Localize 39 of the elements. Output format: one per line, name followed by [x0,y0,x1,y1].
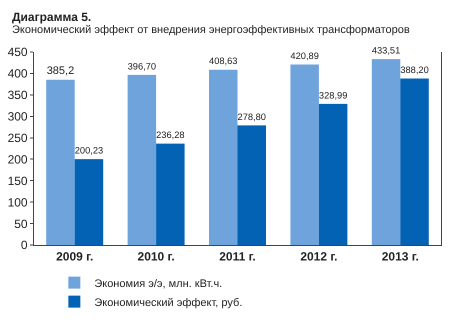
bar [74,159,104,245]
data-label: 236,28 [156,130,185,140]
y-tick-label: 150 [8,174,28,188]
data-label: 408,63 [209,56,238,66]
bar [209,70,238,245]
y-tick-label: 200 [8,152,28,166]
x-tick-label: 2011 г. [219,249,256,264]
legend-label: Экономия э/э, млн. кВт.ч. [94,278,222,290]
data-label: 388,20 [400,64,429,75]
data-label: 328,99 [318,90,348,100]
x-tick-label: 2012 г. [300,249,338,264]
chart-title: Диаграмма 5. [12,10,92,24]
y-tick-label: 0 [20,238,28,252]
bar [128,74,156,245]
y-tick-label: 50 [14,216,28,231]
y-tick-label: 350 [8,88,28,102]
chart-subtitle: Экономический эффект от внедрения энергоэффективных трансформаторов [12,24,410,36]
data-label: 396,70 [128,61,156,72]
data-label: 420,89 [290,50,319,61]
legend-label: Экономический эффект, руб. [94,296,242,309]
x-tick-label: 2009 г. [56,249,94,264]
x-tick-label: 2013 г. [382,249,419,264]
bar [318,104,348,245]
data-label: 200,23 [74,146,104,156]
bar [372,59,400,245]
bar [290,64,319,245]
bar [400,78,429,245]
bar [46,80,75,245]
data-label: 385,2 [46,64,74,77]
y-tick-label: 400 [8,66,28,81]
y-tick-label: 450 [8,45,28,60]
y-tick-label: 300 [8,110,28,124]
data-label: 433,51 [372,46,400,56]
bar [238,125,266,245]
y-tick-label: 100 [8,195,28,210]
bar [156,144,185,245]
data-label: 278,80 [238,112,266,122]
y-tick-label: 250 [8,130,28,145]
x-tick-label: 2010 г. [138,249,175,264]
